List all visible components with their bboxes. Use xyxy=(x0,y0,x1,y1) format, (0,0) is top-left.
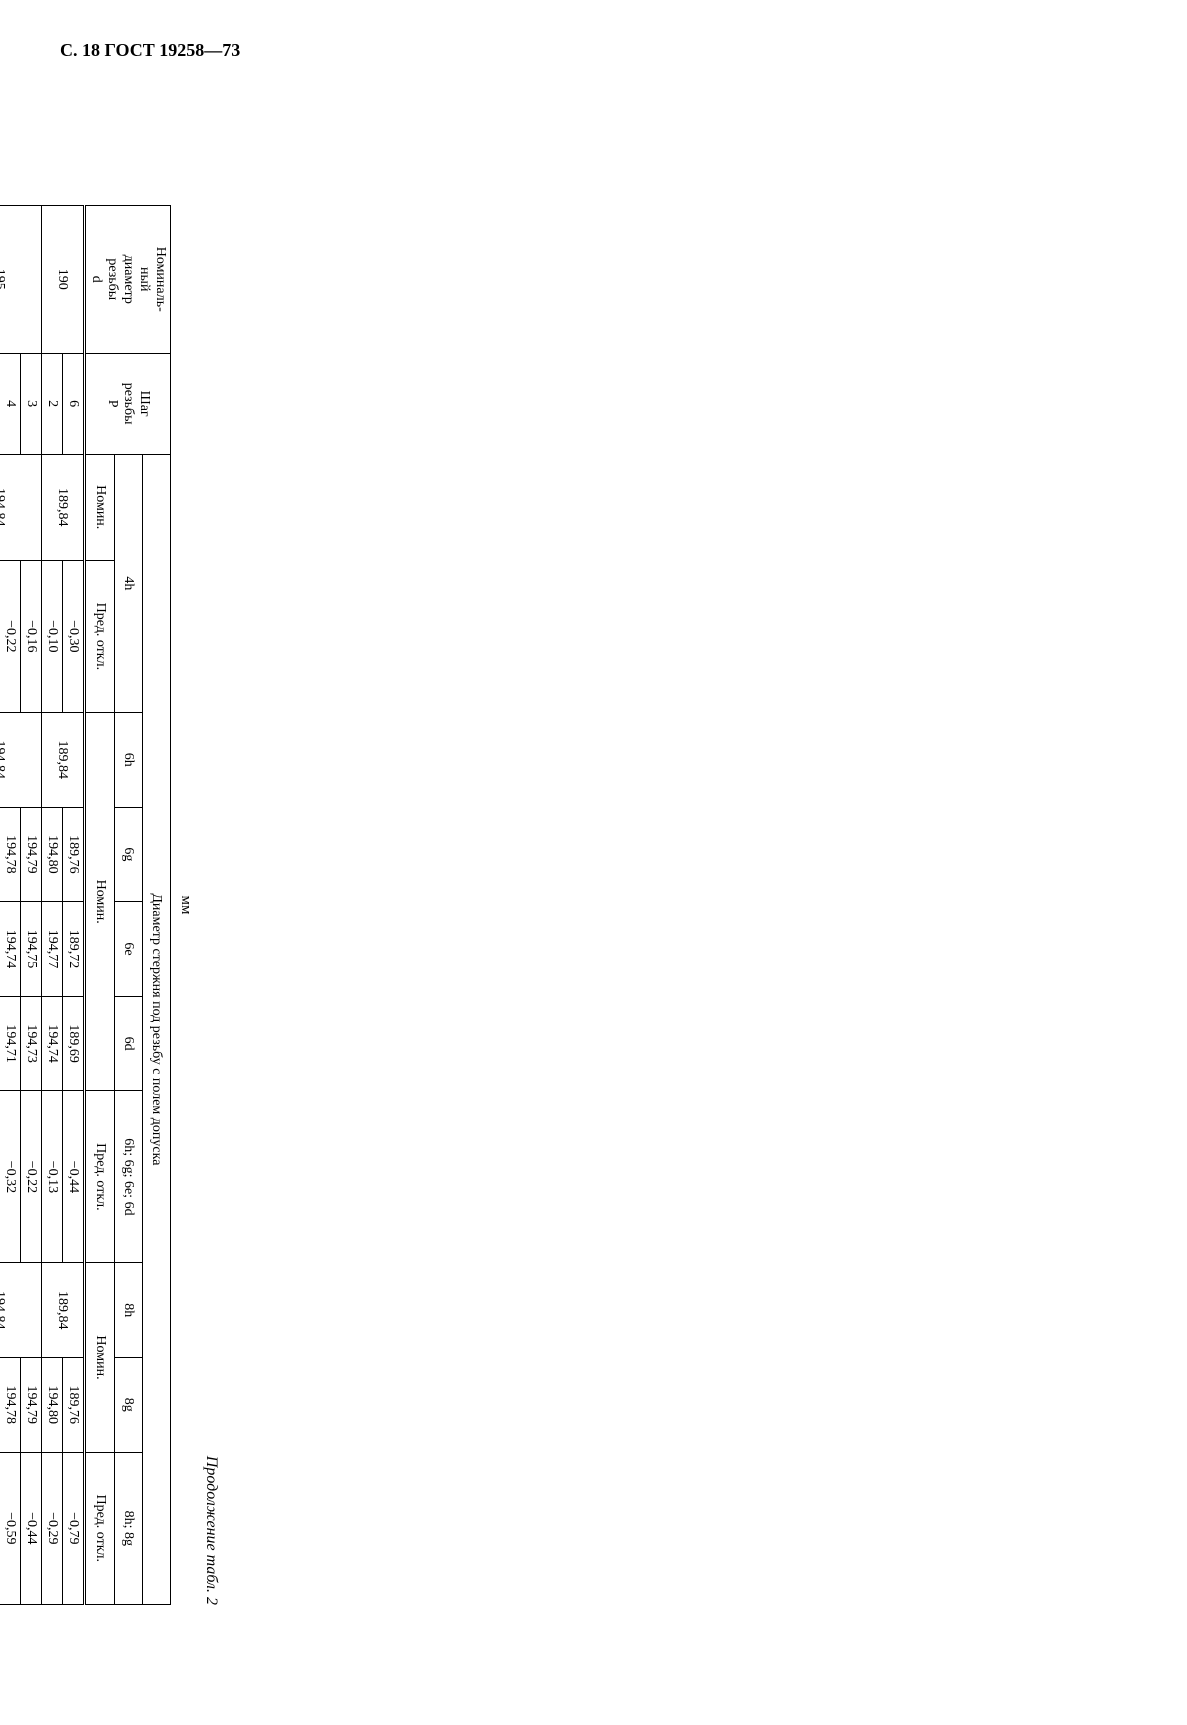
cell: −0,29 xyxy=(42,1452,63,1604)
cell: 194,84 xyxy=(0,712,42,807)
cell: 2 xyxy=(42,353,63,454)
cell: 4 xyxy=(0,353,21,454)
col-8h: 8h xyxy=(114,1263,142,1358)
cell: 194,79 xyxy=(21,807,42,902)
cell: −0,22 xyxy=(21,1091,42,1263)
col-8g: 8g xyxy=(114,1358,142,1453)
table-row: 1953194,84−0,16194,84194,79194,75194,73−… xyxy=(21,206,42,1605)
cell: 3 xyxy=(21,353,42,454)
col-8-nomin: Номин. xyxy=(85,1263,115,1452)
cell: 194,71 xyxy=(0,996,21,1091)
col-4h: 4h xyxy=(114,454,142,712)
col-6-pred: Пред. откл. xyxy=(85,1091,115,1263)
col-4h-nomin: Номин. xyxy=(85,454,115,560)
cell: 194,78 xyxy=(0,807,21,902)
cell: −0,79 xyxy=(63,1452,85,1604)
cell: 194,84 xyxy=(0,1263,42,1358)
cell: −0,22 xyxy=(0,560,21,712)
col-4h-pred: Пред. откл. xyxy=(85,560,115,712)
cell: 189,84 xyxy=(42,454,85,560)
col-6-nomin: Номин. xyxy=(85,712,115,1090)
cell: 194,77 xyxy=(42,902,63,997)
col-6d: 6d xyxy=(114,996,142,1091)
col-pitch: Шаг резьбы P xyxy=(85,353,171,454)
cell: 194,84 xyxy=(0,454,42,560)
col-nominal-d: Номиналь- ный диаметр резьбы d xyxy=(85,206,171,354)
col-6e: 6e xyxy=(114,902,142,997)
table-row: 2−0,10194,80194,77194,74−0,13194,80−0,29 xyxy=(42,206,63,1605)
cell: −0,16 xyxy=(21,560,42,712)
col-main-span: Диаметр стержня под резьбу с полем допус… xyxy=(142,454,170,1604)
table-continuation: Продолжение табл. 2 xyxy=(202,205,220,1605)
cell: 195 xyxy=(0,206,42,354)
col-8group-dev: 8h; 8g xyxy=(114,1452,142,1604)
table-row: 1906189,84−0,30189,84189,76189,72189,69−… xyxy=(63,206,85,1605)
cell: 194,78 xyxy=(0,1358,21,1453)
cell: 194,80 xyxy=(42,1358,63,1453)
cell: −0,59 xyxy=(0,1452,21,1604)
cell: −0,44 xyxy=(21,1452,42,1604)
unit-label: мм xyxy=(177,205,194,1605)
cell: −0,30 xyxy=(63,560,85,712)
cell: 194,80 xyxy=(42,807,63,902)
cell: −0,10 xyxy=(42,560,63,712)
cell: 6 xyxy=(63,353,85,454)
table-row: 4−0,22194,78194,74194,71−0,32194,78−0,59 xyxy=(0,206,21,1605)
cell: 194,75 xyxy=(21,902,42,997)
col-6h: 6h xyxy=(114,712,142,807)
cell: −0,44 xyxy=(63,1091,85,1263)
col-6g: 6g xyxy=(114,807,142,902)
cell: 194,79 xyxy=(21,1358,42,1453)
col-8-pred: Пред. откл. xyxy=(85,1452,115,1604)
cell: 194,74 xyxy=(42,996,63,1091)
col-6group-dev: 6h; 6g; 6e; 6d xyxy=(114,1091,142,1263)
thread-diameter-table: Номиналь- ный диаметр резьбы d Шаг резьб… xyxy=(0,205,171,1605)
cell: 189,76 xyxy=(63,807,85,902)
cell: 189,84 xyxy=(42,1263,85,1358)
cell: 194,73 xyxy=(21,996,42,1091)
cell: −0,13 xyxy=(42,1091,63,1263)
cell: 194,74 xyxy=(0,902,21,997)
cell: 189,84 xyxy=(42,712,85,807)
cell: 189,69 xyxy=(63,996,85,1091)
cell: 190 xyxy=(42,206,85,354)
cell: −0,32 xyxy=(0,1091,21,1263)
cell: 189,76 xyxy=(63,1358,85,1453)
page-header: С. 18 ГОСТ 19258—73 xyxy=(60,40,1127,61)
cell: 189,72 xyxy=(63,902,85,997)
